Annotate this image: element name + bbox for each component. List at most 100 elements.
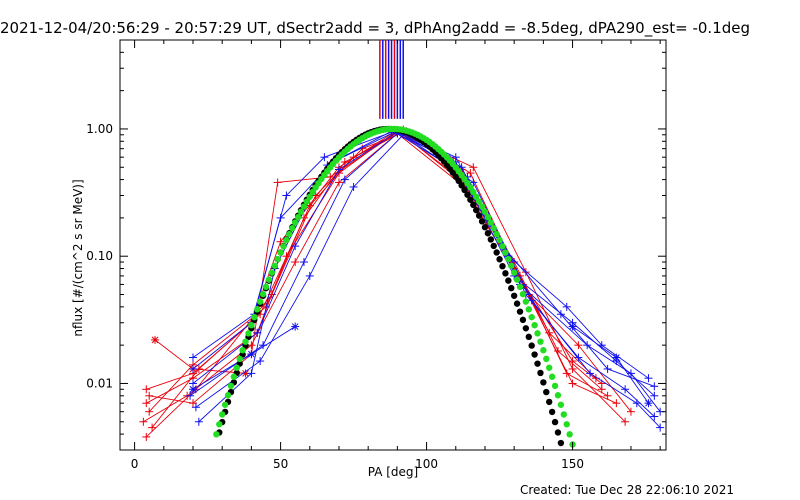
fit-curve-dot: [218, 411, 226, 418]
fit-curve-dot: [540, 347, 547, 354]
data-point: [142, 399, 151, 408]
data-point: [326, 172, 335, 181]
created-timestamp: Created: Tue Dec 28 22:06:10 2021: [520, 483, 734, 497]
y-tick-label: 0.01: [86, 376, 113, 390]
data-point: [247, 369, 256, 378]
data-point: [188, 364, 197, 373]
fit-curve-dot: [265, 276, 273, 283]
data-point: [276, 237, 285, 246]
fit-curve-dot: [224, 392, 232, 399]
fit-curve-dot: [516, 283, 524, 291]
fit-curve-dot: [473, 193, 480, 200]
fit-curve-dot: [274, 255, 281, 263]
fit-curve-dot: [537, 338, 544, 345]
data-point: [151, 335, 160, 344]
x-axis-label: PA [deg]: [368, 465, 418, 479]
fit-curve-dot: [300, 203, 308, 210]
data-point: [650, 412, 659, 421]
fit-curve-dot: [254, 306, 261, 313]
data-point: [650, 382, 659, 391]
data-point: [568, 379, 577, 388]
fit-curve-dot: [508, 284, 515, 292]
fit-curves-layer: [213, 125, 576, 448]
fit-curve-dot: [546, 364, 553, 371]
series-line: [143, 132, 632, 423]
fit-curve-dot: [458, 182, 465, 189]
fit-curve-dot: [256, 298, 264, 305]
fit-curve-dot: [490, 225, 497, 232]
fit-curve-dot: [475, 212, 483, 219]
fit-curve-dot: [475, 198, 483, 205]
fit-curve-dot: [493, 249, 500, 256]
data-point: [247, 341, 256, 350]
data-point: [574, 341, 583, 350]
data-point: [334, 178, 343, 187]
series-line: [146, 129, 603, 390]
data-point: [644, 374, 653, 383]
fit-curve-dot: [286, 230, 293, 238]
fit-curve-dot: [557, 439, 565, 447]
fit-curve-dot: [239, 347, 246, 354]
fit-curve-dot: [236, 355, 243, 363]
chart-title: 2021-12-04/20:56:29 - 20:57:29 UT, dSect…: [0, 19, 750, 38]
fit-curve-dot: [551, 382, 559, 390]
fit-curve-dot: [531, 351, 538, 358]
data-point: [562, 302, 571, 311]
fit-curve-dot: [502, 270, 509, 277]
data-point: [139, 417, 148, 426]
fit-curve-dot: [216, 421, 223, 428]
fit-curve-dot: [221, 401, 229, 408]
series-line: [192, 130, 655, 397]
fit-curve-dot: [551, 418, 559, 426]
fit-curve-dot: [487, 219, 495, 226]
vertical-markers: [379, 40, 404, 119]
data-point: [340, 157, 349, 166]
data-point: [191, 403, 200, 412]
data-point: [145, 407, 154, 416]
series-line: [145, 130, 597, 438]
data-point: [556, 310, 565, 319]
series-line: [572, 326, 649, 404]
fit-curve-dot: [543, 355, 550, 363]
data-point: [188, 353, 197, 362]
data-point-marker: [291, 323, 299, 330]
data-point: [320, 153, 329, 162]
fit-curve-dot: [554, 429, 562, 436]
fit-curve-dot: [557, 401, 565, 408]
fit-curve-dot: [306, 193, 313, 200]
data-point: [574, 353, 583, 362]
fit-curve-dot: [525, 306, 532, 313]
fit-curve-dot: [548, 408, 556, 416]
fit-curve-dot: [268, 269, 276, 276]
plot-frame: [119, 39, 667, 451]
fit-curve-dot: [548, 373, 556, 380]
data-point: [334, 165, 343, 174]
fit-curve-dot: [513, 276, 521, 283]
fit-curve-dot: [251, 313, 258, 321]
fit-curve-dot: [487, 236, 495, 243]
fit-curve-dot: [478, 203, 486, 210]
data-point: [291, 322, 300, 331]
data-point: [568, 364, 577, 373]
fit-curve-dot: [230, 373, 238, 380]
data-point: [545, 328, 554, 337]
fit-curve-dot: [502, 249, 509, 256]
data-point-marker: [189, 385, 197, 393]
fit-curve-dot: [522, 298, 530, 305]
fit-curve-dot: [294, 213, 302, 221]
data-point: [527, 296, 536, 305]
data-point: [632, 399, 641, 408]
data-point-marker: [645, 399, 652, 407]
data-point: [621, 417, 630, 426]
fit-curve-dot: [546, 398, 553, 406]
fit-curve-dot: [528, 313, 535, 321]
fit-curve-dot: [245, 330, 252, 337]
data-point: [247, 350, 256, 359]
data-point: [568, 322, 577, 331]
series-layer: [139, 125, 665, 441]
data-point: [469, 178, 478, 187]
fit-curve-dot: [470, 188, 477, 196]
fit-curve-dot: [473, 206, 480, 214]
x-tick-label: 0: [131, 457, 139, 471]
y-axis-label: nflux [#/(cm^2 s sr MeV)]: [71, 179, 85, 336]
